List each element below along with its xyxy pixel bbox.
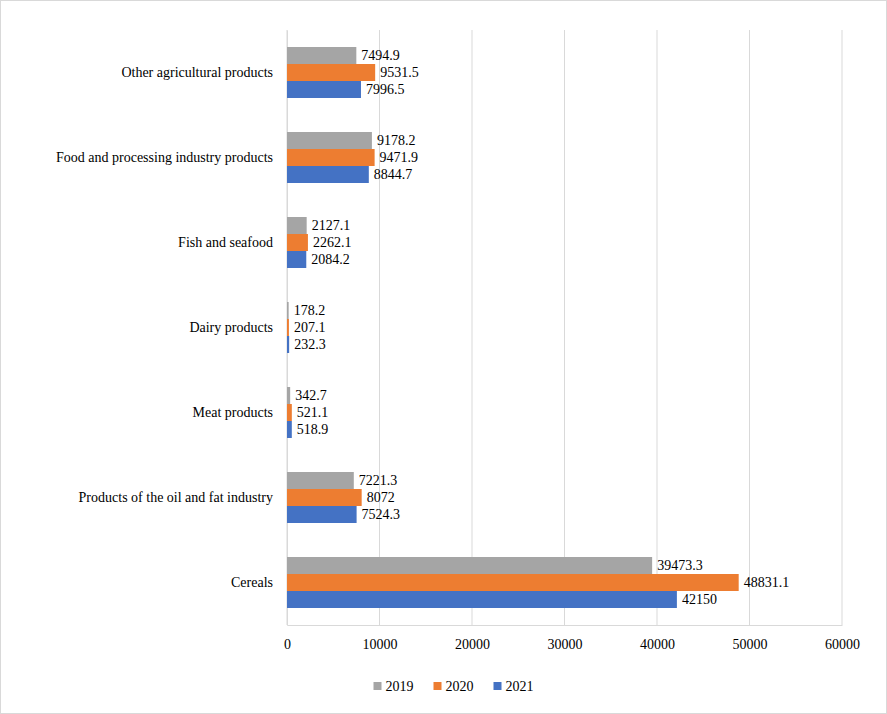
y-axis-line — [287, 31, 288, 626]
category-label: Other agricultural products — [121, 65, 273, 80]
bar — [287, 166, 369, 183]
grid-line — [564, 30, 565, 625]
bars — [287, 47, 739, 608]
bar — [287, 149, 375, 166]
data-label: 518.9 — [297, 422, 329, 437]
x-tick-label: 20000 — [455, 637, 490, 652]
data-label: 521.1 — [297, 405, 329, 420]
legend-swatch — [374, 682, 382, 690]
x-axis-line — [288, 625, 843, 626]
bar — [287, 506, 357, 523]
data-label: 7996.5 — [366, 82, 405, 97]
y-tick: Other agricultural products — [121, 65, 287, 80]
data-label: 178.2 — [294, 303, 326, 318]
bar — [287, 489, 362, 506]
x-tick-label: 40000 — [640, 637, 675, 652]
legend-label: 2020 — [446, 679, 474, 694]
chart-frame — [1, 1, 887, 714]
bar — [287, 472, 354, 489]
data-label: 342.7 — [295, 388, 327, 403]
bar — [287, 387, 290, 404]
x-tick: 20000 — [455, 625, 490, 652]
legend-swatch — [434, 682, 442, 690]
data-label: 7221.3 — [359, 473, 398, 488]
bar — [287, 47, 356, 64]
y-tick: Dairy products — [189, 320, 287, 335]
bar — [287, 319, 289, 336]
x-tick-label: 0 — [284, 637, 291, 652]
x-tick-label: 10000 — [363, 637, 398, 652]
x-tick: 30000 — [548, 625, 583, 652]
y-tick: Fish and seafood — [178, 235, 287, 250]
bar — [287, 302, 289, 319]
data-label: 8844.7 — [374, 167, 413, 182]
data-label: 42150 — [682, 592, 717, 607]
bar — [287, 421, 292, 438]
grid-line — [379, 30, 380, 625]
data-label: 7494.9 — [361, 48, 400, 63]
grid-line — [749, 30, 750, 625]
category-label: Dairy products — [189, 320, 273, 335]
category-label: Fish and seafood — [178, 235, 273, 250]
category-label: Meat products — [193, 405, 273, 420]
legend-item: 2019 — [374, 679, 414, 694]
bar — [287, 574, 739, 591]
y-tick: Meat products — [193, 405, 287, 420]
bar — [287, 64, 375, 81]
grid — [287, 30, 842, 625]
bar — [287, 217, 307, 234]
bar — [287, 336, 289, 353]
data-label: 9531.5 — [380, 65, 419, 80]
data-label: 2127.1 — [312, 218, 351, 233]
y-tick: Products of the oil and fat industry — [79, 490, 287, 505]
data-label: 9178.2 — [377, 133, 416, 148]
category-label: Cereals — [231, 575, 273, 590]
legend-label: 2019 — [386, 679, 414, 694]
x-tick-label: 50000 — [733, 637, 768, 652]
data-label: 7524.3 — [362, 507, 401, 522]
y-axis: Cereals Products of the oil and fat indus… — [56, 31, 287, 626]
x-tick: 50000 — [733, 625, 768, 652]
legend-item: 2021 — [494, 679, 534, 694]
legend-swatch — [494, 682, 502, 690]
chart: 0 10000 20000 30000 40000 50000 60000 Cereals Pr… — [0, 0, 887, 714]
data-label: 232.3 — [294, 337, 326, 352]
bar — [287, 81, 361, 98]
y-tick: Food and processing industry products — [56, 150, 287, 165]
legend-item: 2020 — [434, 679, 474, 694]
bar — [287, 234, 308, 251]
data-label: 9471.9 — [380, 150, 419, 165]
x-axis: 0 10000 20000 30000 40000 50000 60000 — [284, 625, 860, 652]
y-tick: Cereals — [231, 575, 287, 590]
x-tick: 60000 — [825, 625, 860, 652]
bar — [287, 591, 677, 608]
data-labels: 39473.3 7221.3 342.7 178.2 2127.1 9178.2 7494.… — [294, 48, 790, 607]
legend: 2019 2020 2021 — [374, 679, 534, 694]
data-label: 39473.3 — [657, 558, 703, 573]
x-tick: 10000 — [363, 625, 398, 652]
bar — [287, 251, 306, 268]
grid-line — [472, 30, 473, 625]
grid-line — [842, 30, 843, 625]
category-label: Products of the oil and fat industry — [79, 490, 273, 505]
category-label: Food and processing industry products — [56, 150, 273, 165]
data-label: 2262.1 — [313, 235, 352, 250]
data-label: 2084.2 — [311, 252, 350, 267]
x-tick: 40000 — [640, 625, 675, 652]
bar — [287, 557, 652, 574]
bar — [287, 132, 372, 149]
data-label: 8072 — [367, 490, 395, 505]
legend-label: 2021 — [506, 679, 534, 694]
x-tick: 0 — [284, 625, 291, 652]
grid-line — [657, 30, 658, 625]
x-tick-label: 60000 — [825, 637, 860, 652]
data-label: 48831.1 — [744, 575, 790, 590]
x-tick-label: 30000 — [548, 637, 583, 652]
data-label: 207.1 — [294, 320, 326, 335]
bar — [287, 404, 292, 421]
